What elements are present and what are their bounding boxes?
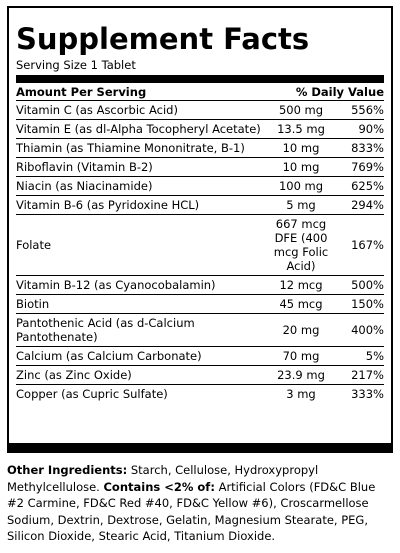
nutrient-amount: 667 mcg DFE (400 mcg Folic Acid) xyxy=(266,214,336,276)
ingredients-statement: Other Ingredients: Starch, Cellulose, Hy… xyxy=(7,462,395,545)
nutrient-name: Biotin xyxy=(16,294,266,314)
nutrient-row: Zinc (as Zinc Oxide) 23.9 mg 217% xyxy=(16,365,384,385)
nutrient-name: Copper (as Cupric Sulfate) xyxy=(16,387,168,401)
thick-divider xyxy=(16,75,384,83)
nutrient-amount: 70 mg xyxy=(266,346,336,366)
supplement-facts-panel: Supplement Facts Serving Size 1 Tablet A… xyxy=(7,6,393,453)
nutrient-amount: 10 mg xyxy=(266,138,336,158)
nutrient-name: Zinc (as Zinc Oxide) xyxy=(16,365,266,385)
nutrient-daily-value: 400% xyxy=(336,313,384,347)
nutrient-name: Vitamin B-12 (as Cyanocobalamin) xyxy=(16,275,266,295)
nutrient-name: Folate xyxy=(16,214,266,276)
nutrient-amount: 45 mcg xyxy=(266,294,336,314)
column-header-row: Amount Per Serving % Daily Value xyxy=(16,83,384,101)
nutrient-daily-value: 217% xyxy=(336,365,384,385)
nutrient-name: Thiamin (as Thiamine Mononitrate, B-1) xyxy=(16,138,266,158)
nutrient-name: Riboflavin (Vitamin B-2) xyxy=(16,157,266,177)
nutrient-row: Pantothenic Acid (as d-Calcium Pantothen… xyxy=(16,313,384,347)
nutrient-daily-value: 833% xyxy=(336,138,384,158)
nutrient-daily-value: 294% xyxy=(336,195,384,215)
nutrient-daily-value: 150% xyxy=(336,294,384,314)
nutrient-amount: 100 mg xyxy=(266,176,336,196)
nutrient-amount: 12 mcg xyxy=(266,275,336,295)
nutrient-row: Riboflavin (Vitamin B-2) 10 mg 769% xyxy=(16,157,384,177)
serving-size: Serving Size 1 Tablet xyxy=(16,58,136,72)
daily-value-header: % Daily Value xyxy=(295,84,384,99)
contains-text: Artificial Colors (FD&C Blue #2 Carmine,… xyxy=(7,479,376,544)
other-ingredients-text: Starch, Cellulose, Hydroxypropyl Methylc… xyxy=(7,463,319,494)
nutrient-daily-value: 5% xyxy=(336,346,384,366)
bottom-divider xyxy=(9,443,391,451)
nutrient-row: Thiamin (as Thiamine Mononitrate, B-1) 10… xyxy=(16,138,384,158)
nutrient-row: Copper (as Cupric Sulfate) 3 mg 333% xyxy=(16,385,384,404)
nutrient-daily-value: 167% xyxy=(336,214,384,276)
nutrient-daily-value: 625% xyxy=(336,176,384,196)
nutrient-row: Biotin 45 mcg 150% xyxy=(16,294,384,314)
nutrient-daily-value: 769% xyxy=(336,157,384,177)
other-ingredients-label: Other Ingredients: xyxy=(7,463,128,477)
nutrient-daily-value: 556% xyxy=(336,101,384,120)
nutrient-row: Vitamin B-6 (as Pyridoxine HCL) 5 mg 294% xyxy=(16,195,384,215)
nutrient-daily-value: 90% xyxy=(336,119,384,139)
nutrient-name: Pantothenic Acid (as d-Calcium Pantothen… xyxy=(16,313,266,347)
nutrient-row: Vitamin B-12 (as Cyanocobalamin) 12 mcg 50… xyxy=(16,275,384,295)
nutrient-row: Vitamin E (as dl-Alpha Tocopheryl Acetat… xyxy=(16,119,384,139)
nutrient-row: Folate 667 mcg DFE (400 mcg Folic Acid) 16… xyxy=(16,214,384,276)
amount-per-serving-header: Amount Per Serving xyxy=(16,84,147,99)
nutrient-name: Vitamin E (as dl-Alpha Tocopheryl Acetat… xyxy=(16,119,266,139)
nutrient-table: Vitamin C (as Ascorbic Acid) 500 mg 556% Vi… xyxy=(16,101,384,403)
nutrient-amount: 13.5 mg xyxy=(266,119,336,139)
nutrient-name: Vitamin B-6 (as Pyridoxine HCL) xyxy=(16,195,266,215)
nutrient-name: Vitamin C (as Ascorbic Acid) xyxy=(16,101,266,120)
contains-label: Contains <2% of: xyxy=(103,479,215,494)
nutrient-row: Vitamin C (as Ascorbic Acid) 500 mg 556% xyxy=(16,101,384,120)
panel-title: Supplement Facts xyxy=(16,22,310,56)
nutrient-amount: 23.9 mg xyxy=(266,365,336,385)
nutrient-daily-value: 333% xyxy=(351,387,384,401)
nutrient-amount: 20 mg xyxy=(266,313,336,347)
nutrient-amount: 10 mg xyxy=(266,157,336,177)
nutrient-amount: 5 mg xyxy=(266,195,336,215)
nutrient-row: Calcium (as Calcium Carbonate) 70 mg 5% xyxy=(16,346,384,366)
nutrient-amount: 500 mg xyxy=(266,101,336,120)
nutrient-row: Niacin (as Niacinamide) 100 mg 625% xyxy=(16,176,384,196)
nutrient-amount: 3 mg xyxy=(286,387,316,401)
nutrient-daily-value: 500% xyxy=(336,275,384,295)
nutrient-name: Niacin (as Niacinamide) xyxy=(16,176,266,196)
nutrient-name: Calcium (as Calcium Carbonate) xyxy=(16,346,266,366)
